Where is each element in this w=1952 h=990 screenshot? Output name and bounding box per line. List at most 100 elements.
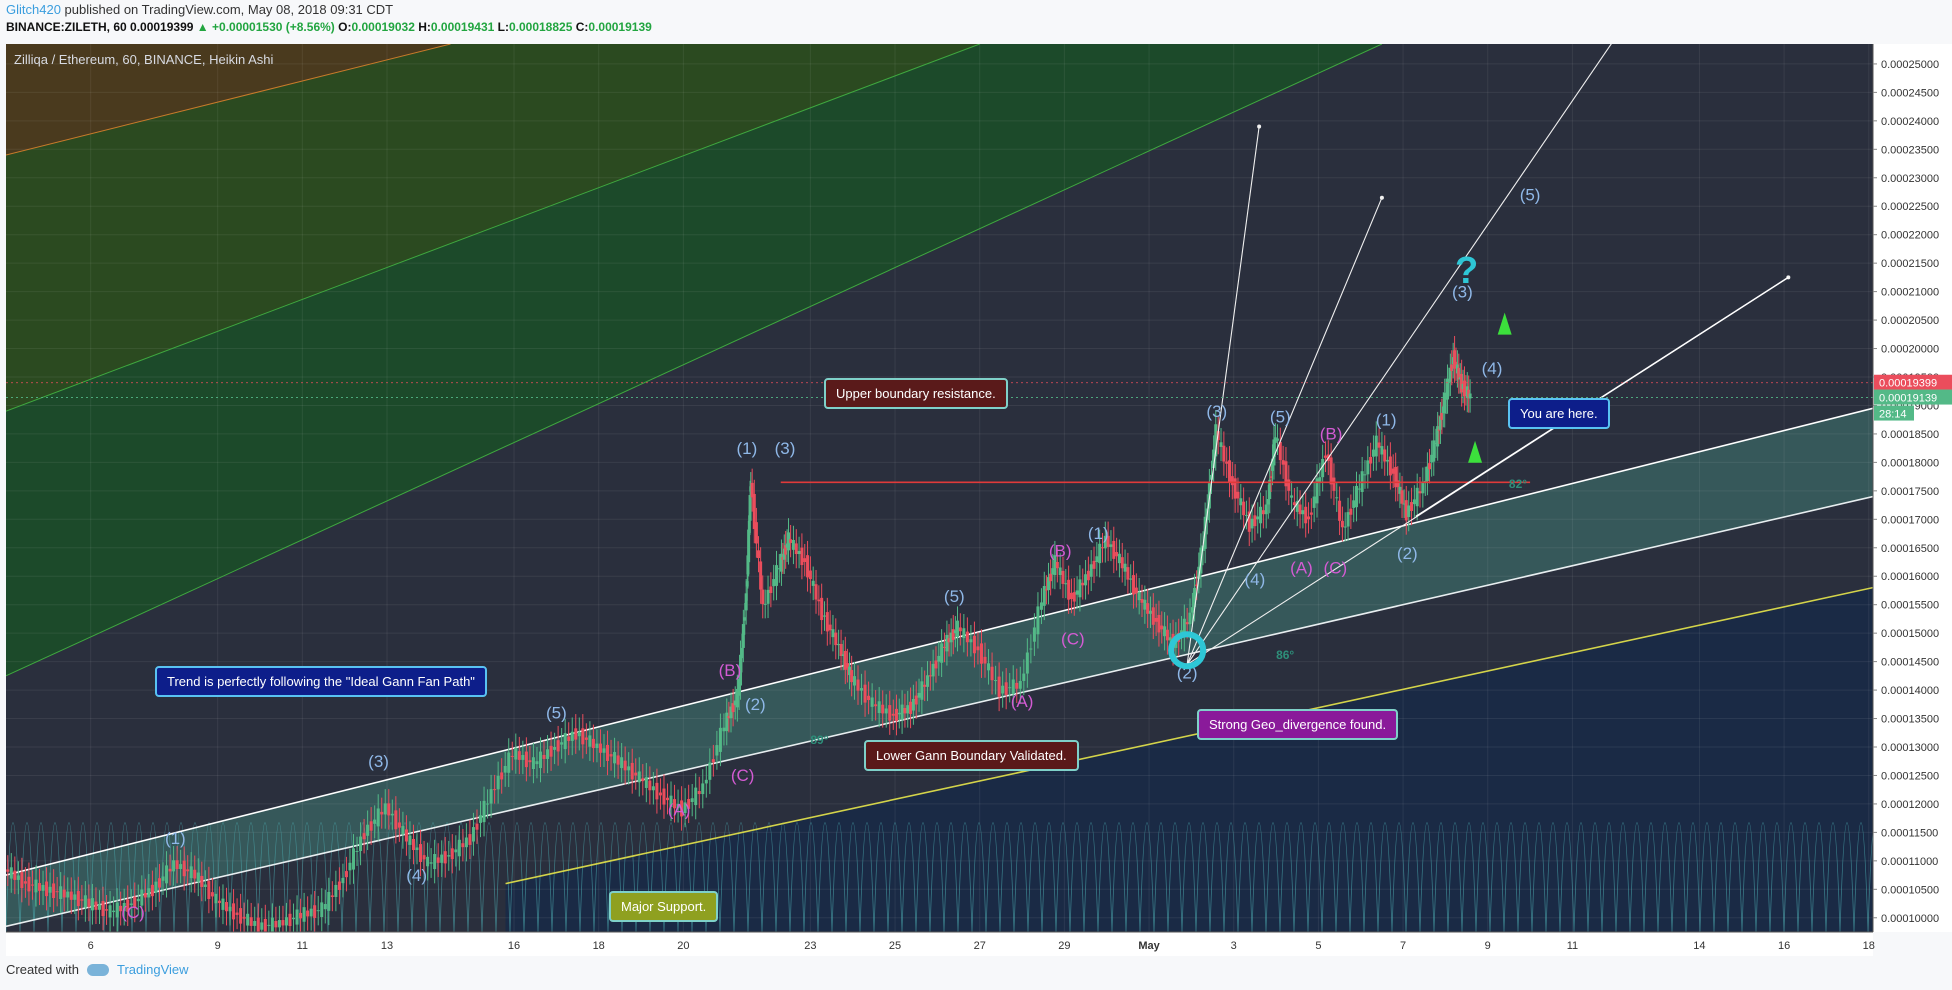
candle-body (825, 612, 829, 632)
countdown-tag-bg (1874, 405, 1914, 421)
close-value: 0.00019139 (588, 20, 652, 34)
candle-body (313, 905, 317, 918)
candle-body (1069, 592, 1073, 599)
candle-body (344, 871, 348, 878)
candle-body (711, 759, 715, 763)
wave-label: (A) (1290, 558, 1313, 577)
candle-body (775, 565, 779, 586)
candle-body (979, 643, 983, 664)
support-region (505, 587, 1873, 932)
candle-body (737, 678, 741, 696)
candle-body (1437, 429, 1441, 431)
candle-body (1281, 460, 1285, 465)
candle-body (224, 902, 228, 912)
y-tick-label: 0.00018500 (1881, 429, 1939, 441)
candle-body (750, 482, 754, 498)
rocket-icon (1497, 312, 1512, 335)
candle-body (1366, 460, 1370, 475)
candle-body (249, 917, 253, 926)
candle-body (454, 849, 458, 853)
footer: Created with TradingView (6, 962, 189, 977)
candle-body (228, 906, 232, 912)
x-tick-label: 23 (804, 940, 816, 952)
candle-body (1253, 515, 1257, 527)
candle-body (860, 688, 864, 691)
candle-body (1404, 500, 1408, 521)
candle-body (9, 867, 13, 879)
author-link[interactable]: Glitch420 (6, 2, 61, 17)
candle-body (839, 643, 843, 657)
ohlc-header: BINANCE:ZILETH, 60 0.00019399 ▲ +0.00001… (6, 20, 652, 34)
candle-body (323, 904, 327, 910)
candle-body (766, 589, 770, 604)
candle-body (165, 865, 169, 884)
candle-body (581, 728, 585, 745)
candle-body (101, 900, 105, 917)
candle-body (1391, 468, 1395, 474)
candle-body (13, 870, 17, 880)
candle-body (602, 748, 606, 753)
candle-body (1295, 501, 1299, 512)
candle-body (150, 884, 154, 897)
price-chart[interactable]: (C)(1)(3)(4)(5)(A)(B)(2)(C)(1)(3)(4)(5)(… (0, 0, 1952, 960)
candle-body (828, 624, 832, 631)
candle-body (848, 666, 852, 676)
candle-body (468, 834, 472, 845)
candle-body (1309, 512, 1313, 515)
candle-body (644, 777, 648, 788)
candle-body (708, 762, 712, 780)
candle-body (415, 847, 419, 851)
candle-body (1029, 648, 1033, 650)
candle-body (94, 901, 98, 910)
candle-body (90, 898, 94, 911)
candle-body (122, 902, 126, 912)
candle-body (1298, 504, 1302, 515)
candle-body (486, 803, 490, 805)
candle-body (1154, 617, 1158, 622)
x-tick-label: 18 (1863, 940, 1875, 952)
y-tick-label: 0.00022500 (1881, 201, 1939, 213)
wave-label: (4) (1482, 359, 1503, 378)
candle-body (436, 857, 440, 863)
candle-body (800, 547, 804, 566)
candle-body (73, 894, 77, 900)
candle-body (217, 900, 221, 904)
candle-body (574, 728, 578, 740)
candle-body (373, 819, 377, 824)
wave-label: (2) (1397, 544, 1418, 563)
candle-body (175, 860, 179, 870)
candle-body (609, 754, 613, 757)
candle-body (931, 663, 935, 677)
candle-body (1067, 579, 1071, 600)
candle-body (955, 620, 959, 638)
candle-body (923, 684, 927, 687)
candle-body (30, 884, 34, 886)
wave-label: (C) (731, 766, 755, 785)
candle-body (69, 891, 73, 900)
candle-body (740, 647, 744, 659)
candle-body (718, 727, 722, 752)
candle-body (1307, 516, 1311, 520)
candle-body (549, 745, 553, 757)
candle-body (172, 860, 176, 872)
price-axis-background[interactable] (1873, 44, 1952, 932)
candle-body (1015, 682, 1019, 689)
candle-body (479, 815, 483, 823)
candle-body (359, 836, 363, 851)
candle-body (623, 760, 627, 771)
candle-body (97, 904, 101, 910)
time-axis-background[interactable] (6, 932, 1873, 956)
candle-body (1346, 512, 1350, 527)
candle-body (133, 896, 137, 908)
candle-body (687, 798, 691, 809)
y-tick-label: 0.00015500 (1881, 600, 1939, 612)
tradingview-brand-link[interactable]: TradingView (116, 962, 189, 977)
candle-body (894, 708, 898, 722)
candle-body (951, 629, 955, 640)
candle-body (1400, 490, 1404, 504)
candle-body (464, 837, 468, 848)
candle-body (1193, 587, 1197, 608)
candle-body (1022, 673, 1026, 681)
candle-body (1011, 679, 1015, 695)
candle-body (794, 543, 798, 555)
